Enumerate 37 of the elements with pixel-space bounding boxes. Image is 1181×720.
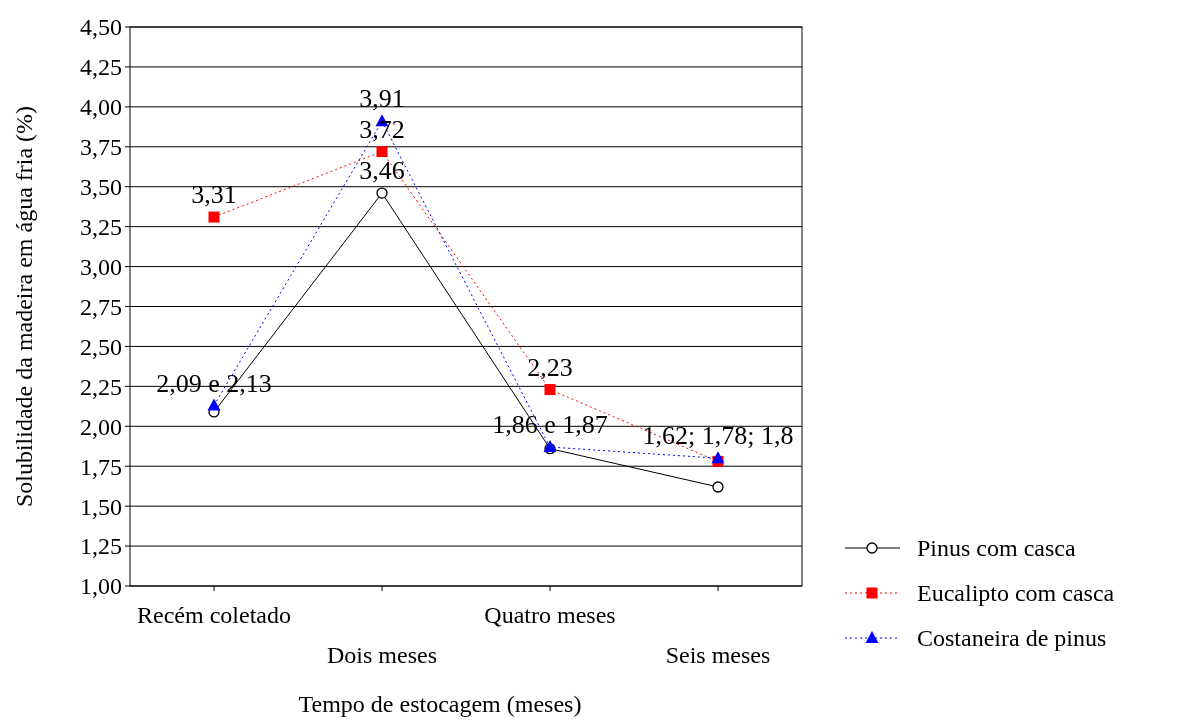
annotation: 3,91 [359, 84, 405, 114]
x-axis-title: Tempo de estocagem (meses) [298, 691, 582, 717]
y-tick-label: 2,50 [80, 333, 122, 360]
y-tick-label: 2,75 [80, 293, 122, 320]
annotation: 3,31 [191, 180, 237, 210]
y-tick-label: 2,00 [80, 413, 122, 440]
y-tick-label: 3,75 [80, 134, 122, 161]
x-tick-label: Seis meses [665, 642, 771, 668]
legend-label: Pinus com casca [917, 535, 1076, 562]
point [376, 187, 388, 199]
y-tick-label: 1,75 [80, 453, 122, 480]
annotation: 3,46 [359, 156, 405, 186]
point [711, 451, 725, 464]
point [376, 146, 388, 158]
point [208, 211, 220, 223]
legend-label: Costaneira de pinus [917, 625, 1107, 652]
y-tick-label: 3,00 [80, 253, 122, 280]
y-tick-label: 1,00 [80, 573, 122, 600]
y-tick-label: 1,50 [80, 493, 122, 520]
y-tick-label: 4,25 [80, 54, 122, 81]
point [712, 481, 724, 493]
y-tick-label: 1,25 [80, 533, 122, 560]
point [207, 398, 221, 411]
annotation: 1,62; 1,78; 1,8 [642, 421, 794, 451]
y-tick-label: 3,50 [80, 174, 122, 201]
annotation: 3,72 [359, 114, 405, 144]
x-tick-label: Dois meses [327, 642, 437, 668]
y-axis-title: Solubilidade da madeira em água fria (%) [11, 105, 37, 508]
y-tick-label: 3,25 [80, 214, 122, 241]
point [544, 384, 556, 396]
y-tick-label: 4,00 [80, 94, 122, 121]
annotation: 2,23 [527, 352, 573, 382]
y-tick-label: 4,50 [80, 14, 122, 41]
y-tick-label: 2,25 [80, 373, 122, 400]
legend-label: Eucalipto com casca [917, 580, 1115, 607]
x-tick-label: Recém coletado [137, 602, 291, 628]
x-tick-label: Quatro meses [484, 602, 616, 628]
